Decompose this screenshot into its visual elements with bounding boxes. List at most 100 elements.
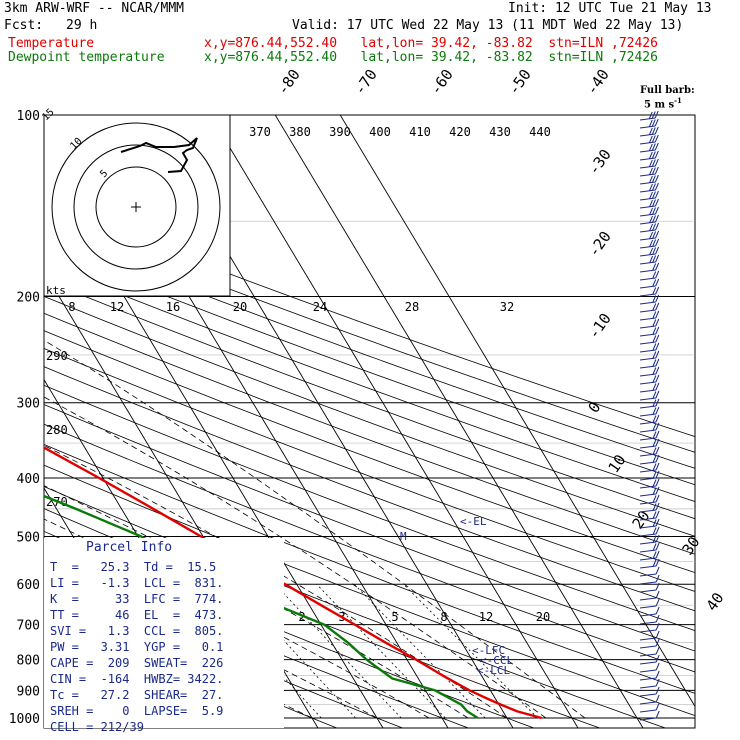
mixing-ratio-line bbox=[316, 583, 446, 719]
wind-barb-flag bbox=[654, 134, 659, 143]
wind-barb-flag bbox=[652, 359, 657, 367]
wind-barb-staff bbox=[639, 157, 656, 161]
isotherm-label: -10 bbox=[585, 310, 615, 343]
wind-barb-flag bbox=[649, 255, 654, 264]
wind-barb-flag bbox=[648, 111, 653, 120]
wind-barb-flag bbox=[648, 191, 653, 200]
wind-barb-staff bbox=[639, 693, 657, 697]
wind-barb-flag bbox=[655, 214, 659, 223]
wind-barb-staff bbox=[639, 197, 656, 201]
wind-barb-staff bbox=[639, 613, 657, 617]
parcel-row: CELL = 212/39 bbox=[50, 720, 144, 734]
wind-barb-flag bbox=[648, 175, 653, 184]
wind-barb-flag bbox=[655, 710, 660, 719]
pressure-tick-label: 500 bbox=[17, 530, 40, 545]
wind-barb-flag bbox=[648, 119, 653, 128]
wind-barb-flag bbox=[652, 407, 657, 415]
wind-barb-staff bbox=[639, 117, 656, 121]
dry-adiabat bbox=[44, 404, 695, 652]
wind-barb-flag bbox=[652, 511, 657, 519]
wind-barb-flag bbox=[655, 374, 660, 383]
forecast-label: Fcst: bbox=[4, 18, 44, 33]
theta-label: 370 bbox=[249, 125, 271, 139]
wind-barb-staff bbox=[639, 717, 657, 721]
theta-label: 390 bbox=[329, 125, 351, 139]
wind-barb-staff bbox=[639, 685, 657, 689]
wind-barb-flag bbox=[652, 519, 657, 527]
wind-barb-flag bbox=[652, 351, 657, 359]
level-annotations: <-EL <-LFC<-CCL<-LCL M bbox=[400, 515, 513, 677]
wind-barb-flag bbox=[655, 382, 660, 391]
wind-barb-flag bbox=[652, 311, 657, 319]
wind-barb-staff bbox=[639, 245, 656, 249]
wind-barb-flag bbox=[652, 263, 657, 271]
wind-barb-flag bbox=[652, 247, 657, 255]
wind-barb-flag bbox=[655, 598, 660, 607]
wind-barb-flag bbox=[648, 135, 653, 144]
parcel-row: CAPE = 209 SWEAT= 226 bbox=[50, 656, 224, 670]
mixing-ratio-label: 12 bbox=[110, 300, 124, 314]
wind-barb-flag bbox=[655, 454, 660, 463]
pressure-tick-label: 600 bbox=[17, 578, 40, 593]
wind-barb-flag bbox=[655, 558, 660, 567]
wind-barb-flag bbox=[655, 334, 660, 343]
wind-barb-flag bbox=[651, 119, 656, 127]
dry-adiabat bbox=[44, 348, 695, 592]
wind-barb-flag bbox=[651, 183, 656, 191]
wind-barb-staff bbox=[639, 645, 657, 649]
isotherm bbox=[274, 115, 644, 728]
hodograph-units: kts bbox=[46, 284, 66, 297]
mixing-ratio-label: 20 bbox=[233, 300, 247, 314]
wind-barb-staff bbox=[639, 333, 656, 337]
wind-barb-staff bbox=[639, 253, 656, 257]
wind-barb-flag bbox=[651, 151, 656, 159]
init-time: Init: 12 UTC Tue 21 May 13 bbox=[508, 1, 712, 16]
wind-barb-staff bbox=[639, 165, 656, 169]
isotherm-label: -60 bbox=[427, 66, 457, 99]
wind-barb-staff bbox=[639, 701, 657, 705]
wind-barb-staff bbox=[639, 229, 656, 233]
wind-barb-flag bbox=[655, 478, 660, 487]
wind-barb-flag bbox=[652, 335, 657, 343]
dry-adiabat bbox=[44, 330, 695, 574]
wind-barb-flag bbox=[655, 702, 660, 711]
wind-barb-flag bbox=[648, 127, 653, 136]
hodograph-ring bbox=[73, 144, 199, 270]
wind-barb-staff bbox=[639, 221, 656, 225]
hodograph-ring bbox=[95, 166, 177, 248]
wind-barb-flag bbox=[652, 495, 657, 503]
wind-barb-flag bbox=[649, 223, 654, 232]
wind-barb-staff bbox=[639, 301, 656, 305]
wind-barb-flag bbox=[655, 590, 660, 599]
wind-barb-flag bbox=[652, 303, 657, 311]
wind-barb-flag bbox=[655, 654, 660, 663]
wind-barb-flag bbox=[648, 183, 653, 192]
theta-label: 400 bbox=[369, 125, 391, 139]
wind-barb-flag bbox=[655, 246, 660, 255]
wind-barb-flag bbox=[655, 614, 660, 623]
wind-barb-flag bbox=[649, 215, 653, 224]
wind-barb-flag bbox=[652, 295, 657, 303]
wind-barb-flag bbox=[655, 686, 660, 695]
wind-barb-flag bbox=[655, 230, 660, 239]
pressure-tick-label: 200 bbox=[17, 291, 40, 306]
theta-label: 410 bbox=[409, 125, 431, 139]
wind-barb-flag bbox=[655, 518, 660, 527]
wind-barb-staff bbox=[639, 213, 656, 217]
wind-barb-flag bbox=[655, 662, 660, 671]
wind-barb-flag bbox=[655, 238, 660, 247]
dry-adiabat bbox=[44, 201, 695, 437]
dry-adiabat bbox=[44, 578, 404, 728]
pressure-tick-label: 800 bbox=[17, 654, 40, 669]
wind-barb-staff bbox=[639, 621, 657, 625]
lfc-label: <-LFC bbox=[472, 644, 505, 657]
wind-barb-staff bbox=[639, 125, 656, 129]
wind-barb-flag bbox=[652, 327, 657, 335]
wind-barb-flag bbox=[652, 375, 657, 383]
wind-barb-flag bbox=[655, 462, 660, 471]
wind-barb-flag bbox=[652, 215, 656, 223]
theta-label: 430 bbox=[489, 125, 511, 139]
pressure-tick-label: 300 bbox=[17, 397, 40, 412]
